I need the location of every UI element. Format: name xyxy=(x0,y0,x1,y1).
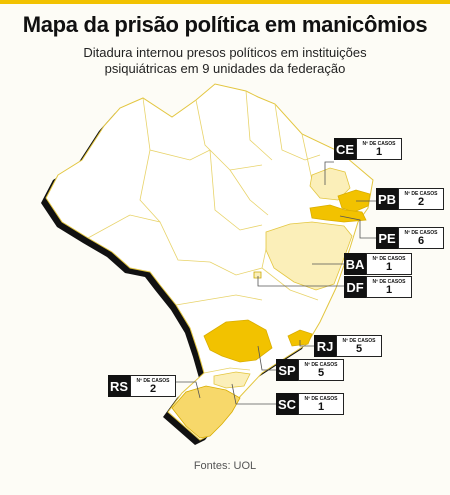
case-count: 5 xyxy=(355,342,363,355)
map-title: Mapa da prisão política em manicômios xyxy=(22,12,428,37)
accent-bar xyxy=(0,0,450,4)
case-count: 1 xyxy=(385,283,393,296)
case-box: Nº DE CASOS 1 xyxy=(366,253,412,275)
state-code: SC xyxy=(276,393,298,415)
callout-pe: PE Nº DE CASOS 6 xyxy=(376,227,444,249)
state-shape-rj xyxy=(287,329,313,347)
state-code: BA xyxy=(344,253,366,275)
state-code: DF xyxy=(344,276,366,298)
case-label: Nº DE CASOS xyxy=(372,255,406,262)
case-box: Nº DE CASOS 5 xyxy=(298,359,344,381)
state-code: SP xyxy=(276,359,298,381)
callout-ce: CE Nº DE CASOS 1 xyxy=(334,138,402,160)
callout-ba: BA Nº DE CASOS 1 xyxy=(344,253,412,275)
case-count: 2 xyxy=(149,382,157,395)
state-shape-rs xyxy=(171,385,241,439)
callout-pb: PB Nº DE CASOS 2 xyxy=(376,188,444,210)
case-label: Nº DE CASOS xyxy=(304,395,338,402)
case-count: 6 xyxy=(417,234,425,247)
callout-rs: RS Nº DE CASOS 2 xyxy=(108,375,176,397)
map-subtitle: Ditadura internou presos políticos em in… xyxy=(83,45,367,76)
state-shape-sc xyxy=(213,371,251,389)
source-note: Fontes: UOL xyxy=(193,460,257,472)
state-shape-pe xyxy=(309,204,367,223)
case-count: 2 xyxy=(417,195,425,208)
case-label: Nº DE CASOS xyxy=(404,229,438,236)
state-shape-sp xyxy=(203,319,273,363)
case-count: 1 xyxy=(385,260,393,273)
case-label: Nº DE CASOS xyxy=(342,337,376,344)
callout-sc: SC Nº DE CASOS 1 xyxy=(276,393,344,415)
case-box: Nº DE CASOS 2 xyxy=(398,188,444,210)
state-shape-ba xyxy=(265,221,353,291)
callout-df: DF Nº DE CASOS 1 xyxy=(344,276,412,298)
state-code: RJ xyxy=(314,335,336,357)
leader-lines xyxy=(174,161,376,405)
state-code: CE xyxy=(334,138,356,160)
state-borders xyxy=(87,90,321,374)
case-box: Nº DE CASOS 5 xyxy=(336,335,382,357)
case-box: Nº DE CASOS 1 xyxy=(356,138,402,160)
case-box: Nº DE CASOS 1 xyxy=(298,393,344,415)
state-code: PB xyxy=(376,188,398,210)
case-label: Nº DE CASOS xyxy=(362,140,396,147)
case-box: Nº DE CASOS 1 xyxy=(366,276,412,298)
state-shape-pb xyxy=(337,189,371,213)
callout-sp: SP Nº DE CASOS 5 xyxy=(276,359,344,381)
state-code: PE xyxy=(376,227,398,249)
case-count: 1 xyxy=(317,400,325,413)
state-shape-df xyxy=(253,271,262,279)
case-label: Nº DE CASOS xyxy=(136,377,170,384)
case-count: 1 xyxy=(375,145,383,158)
case-label: Nº DE CASOS xyxy=(372,278,406,285)
case-box: Nº DE CASOS 2 xyxy=(130,375,176,397)
case-label: Nº DE CASOS xyxy=(304,361,338,368)
case-count: 5 xyxy=(317,366,325,379)
callout-rj: RJ Nº DE CASOS 5 xyxy=(314,335,382,357)
case-box: Nº DE CASOS 6 xyxy=(398,227,444,249)
case-label: Nº DE CASOS xyxy=(404,190,438,197)
state-code: RS xyxy=(108,375,130,397)
